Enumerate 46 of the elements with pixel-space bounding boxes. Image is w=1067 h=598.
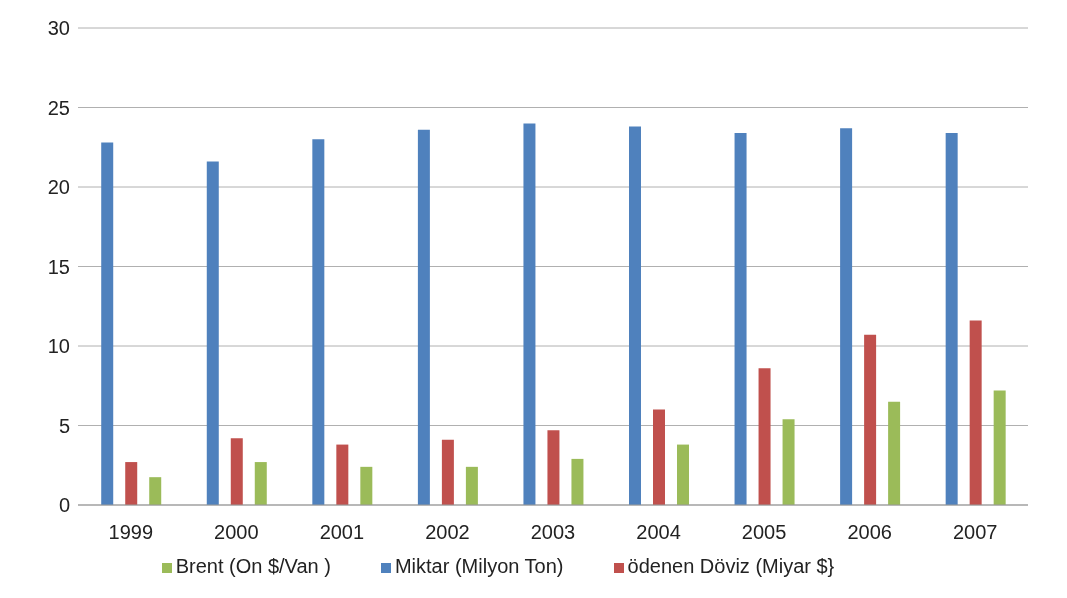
- bar: [206, 161, 219, 505]
- y-tick-label: 25: [47, 96, 70, 119]
- y-tick-label: 15: [47, 255, 70, 278]
- y-tick-label: 30: [47, 17, 70, 40]
- bar: [758, 368, 771, 505]
- bar: [312, 139, 325, 505]
- bar: [149, 477, 162, 505]
- bar: [523, 123, 536, 505]
- y-tick-label: 5: [58, 414, 70, 437]
- bar: [677, 444, 689, 505]
- x-tick-label: 2006: [847, 521, 892, 544]
- bar: [629, 126, 641, 505]
- bar: [101, 142, 114, 505]
- x-tick-label: 2003: [530, 521, 576, 544]
- x-tick-label: 2001: [319, 521, 365, 544]
- bar: [254, 462, 267, 505]
- bar: [571, 458, 584, 505]
- bar: [230, 438, 243, 505]
- bar: [864, 334, 877, 505]
- y-tick-label: 10: [47, 335, 70, 358]
- x-tick-label: 2004: [636, 521, 681, 544]
- y-tick-label: 0: [58, 494, 70, 517]
- x-tick-label: 1999: [108, 521, 154, 544]
- bar: [888, 401, 901, 505]
- bar: [360, 466, 373, 505]
- y-tick-label: 20: [47, 176, 70, 199]
- bar: [945, 132, 958, 505]
- bar: [547, 430, 560, 505]
- legend-label: Miktar (Milyon Ton): [394, 555, 564, 577]
- bar: [441, 439, 454, 505]
- bar: [782, 419, 795, 505]
- bar: [993, 390, 1006, 505]
- x-tick-label: 2002: [425, 521, 470, 544]
- legend-label: ödenen Döviz (Miyar $}: [627, 555, 835, 577]
- legend-label: Brent (On $/Van ): [175, 555, 331, 577]
- bar: [653, 409, 665, 505]
- bar: [465, 466, 478, 505]
- bar: [840, 128, 853, 505]
- x-tick-label: 2007: [952, 521, 998, 544]
- bar: [969, 320, 982, 505]
- bar: [336, 444, 349, 505]
- bar: [125, 462, 138, 505]
- bar: [734, 132, 747, 505]
- bar: [417, 129, 430, 505]
- x-tick-label: 2005: [741, 521, 787, 544]
- x-tick-label: 2000: [214, 521, 259, 544]
